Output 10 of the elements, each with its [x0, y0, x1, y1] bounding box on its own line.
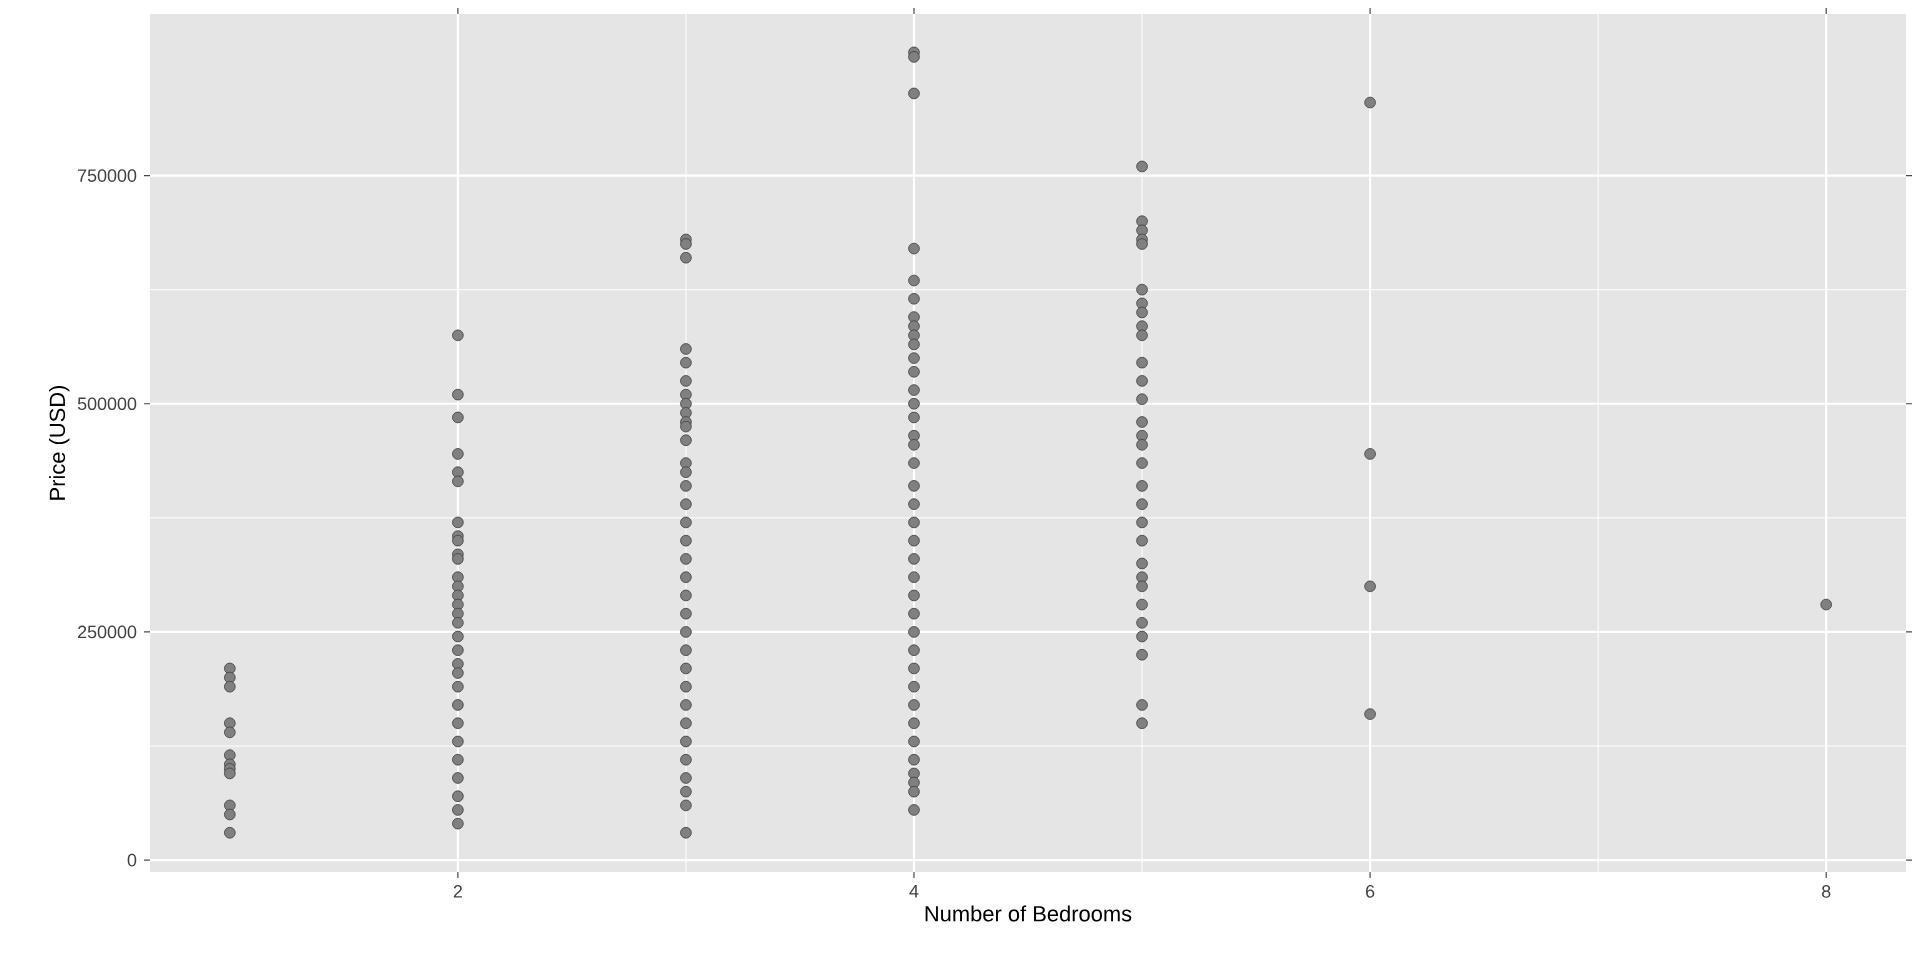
y-tick-label: 500000 — [77, 397, 137, 411]
x-tick-label: 4 — [909, 885, 919, 898]
x-tick-label: 8 — [1821, 885, 1831, 898]
y-tick-label: 0 — [127, 853, 137, 867]
y-tick-label: 750000 — [78, 169, 137, 182]
x-tick-label: 6 — [1366, 885, 1375, 898]
x-axis-title: Number of Bedrooms — [925, 905, 1132, 922]
y-axis-title: Price (USD) — [49, 385, 70, 500]
x-tick-label: 2 — [453, 885, 462, 898]
y-tick-label: 250000 — [78, 625, 137, 639]
